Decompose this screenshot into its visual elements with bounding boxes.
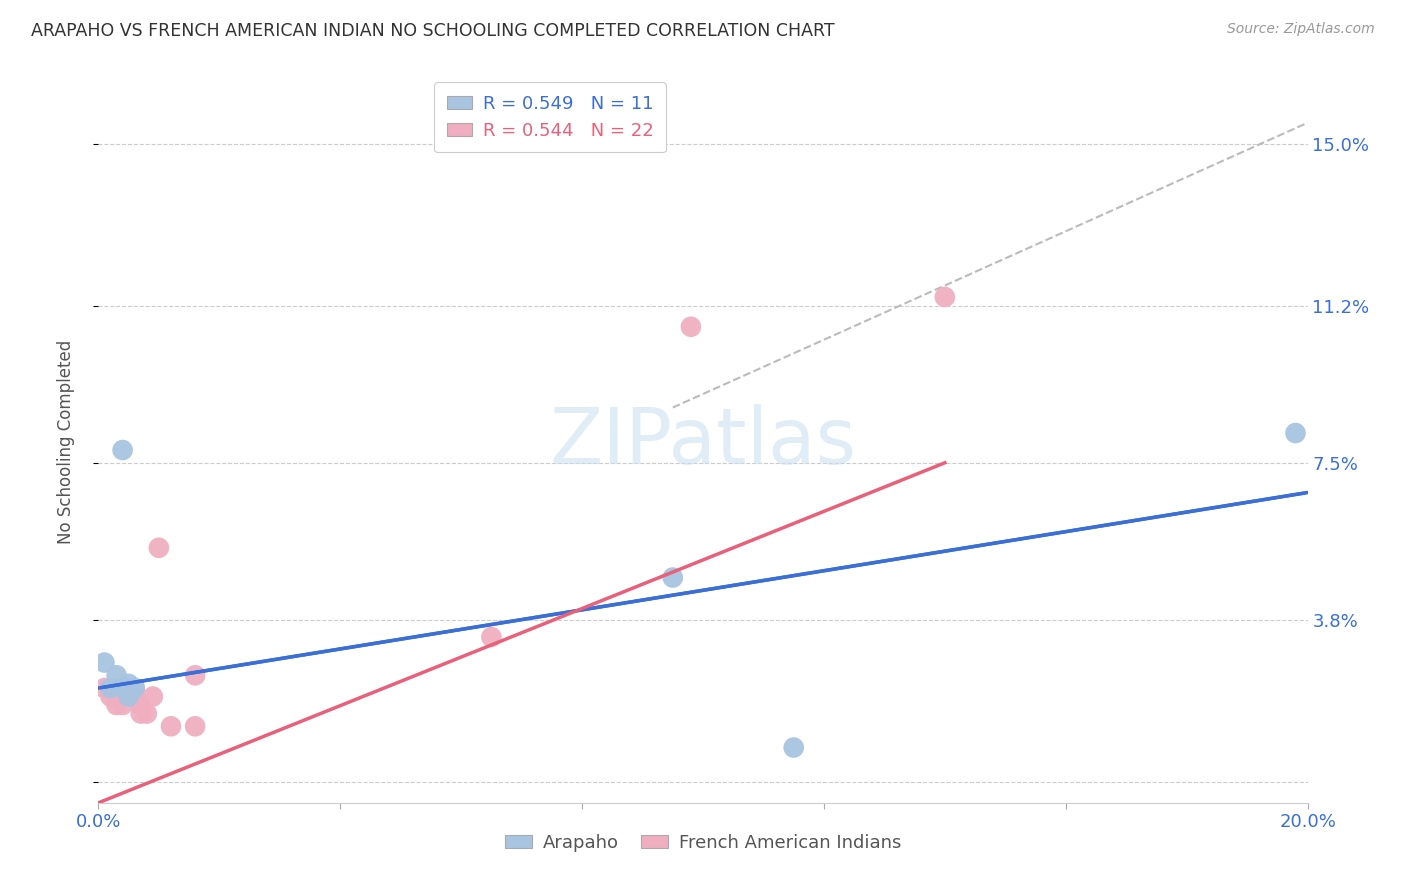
Point [105, 698, 128, 712]
Point [135, 706, 157, 721]
Point [934, 290, 956, 304]
Text: ZIPatlas: ZIPatlas [550, 403, 856, 480]
Text: Source: ZipAtlas.com: Source: ZipAtlas.com [1227, 22, 1375, 37]
Y-axis label: No Schooling Completed: No Schooling Completed [56, 340, 75, 543]
Point [783, 740, 806, 755]
Point [118, 677, 141, 691]
Text: ARAPAHO VS FRENCH AMERICAN INDIAN NO SCHOOLING COMPLETED CORRELATION CHART: ARAPAHO VS FRENCH AMERICAN INDIAN NO SCH… [31, 22, 835, 40]
Point [93, 656, 115, 670]
Point [160, 719, 183, 733]
Point [142, 690, 165, 704]
Point [111, 690, 134, 704]
Point [118, 690, 141, 704]
Point [148, 541, 170, 555]
Point [118, 681, 141, 695]
Point [93, 681, 115, 695]
Point [124, 690, 146, 704]
Point [100, 681, 122, 695]
Point [105, 668, 128, 682]
Point [184, 719, 207, 733]
Point [105, 690, 128, 704]
Point [129, 706, 152, 721]
Point [481, 630, 503, 644]
Point [129, 698, 152, 712]
Point [184, 668, 207, 682]
Point [124, 681, 146, 695]
Point [124, 681, 146, 695]
Point [111, 443, 134, 458]
Point [111, 698, 134, 712]
Legend: Arapaho, French American Indians: Arapaho, French American Indians [498, 826, 908, 859]
Point [679, 319, 702, 334]
Point [1284, 425, 1306, 440]
Point [100, 690, 122, 704]
Point [661, 570, 683, 584]
Point [111, 681, 134, 695]
Point [111, 681, 134, 695]
Point [118, 690, 141, 704]
